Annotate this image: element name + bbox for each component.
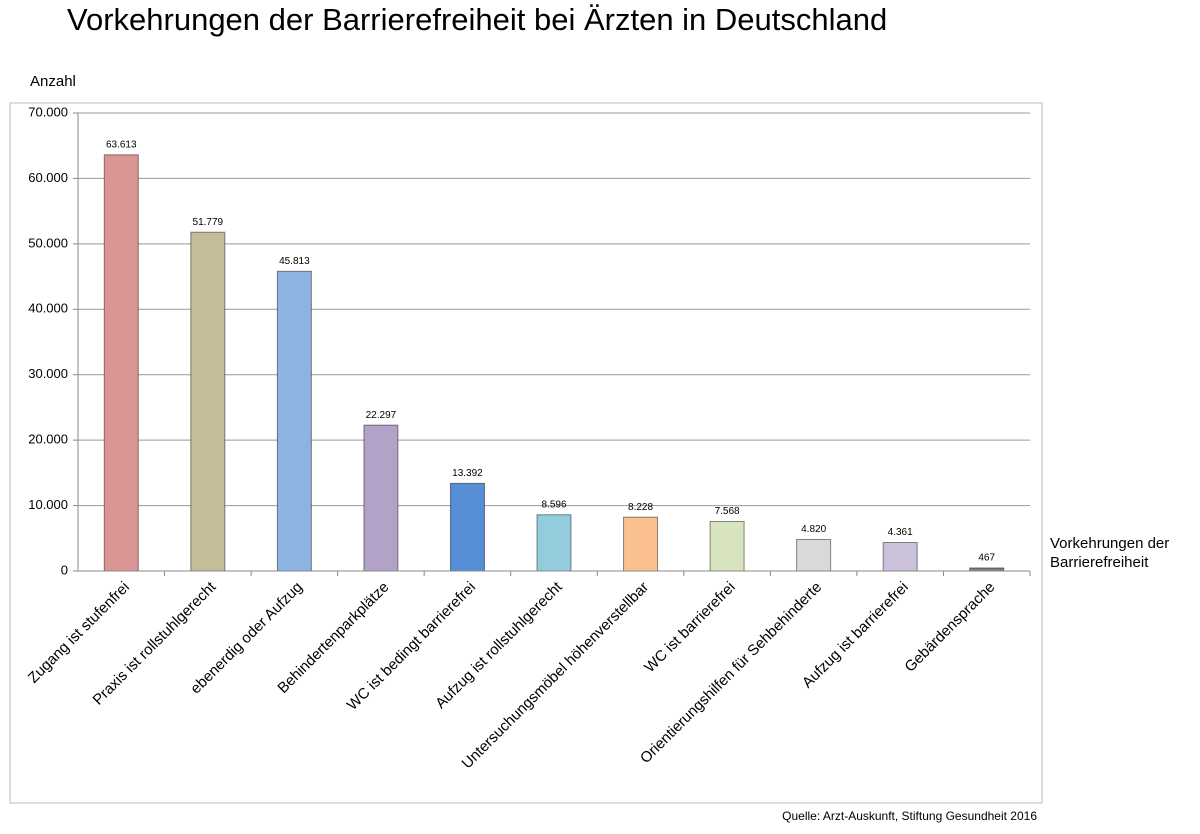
bar [536, 514, 572, 572]
y-tick-label: 50.000 [28, 235, 68, 250]
y-tick-label: 20.000 [28, 432, 68, 447]
x-tick-label: Gebärdensprache [901, 579, 998, 676]
x-tick-label: Orientierungshilfen für Sehbehinderte [637, 579, 825, 767]
y-tick-label: 40.000 [28, 301, 68, 316]
bar [103, 154, 139, 572]
value-label: 45.813 [279, 256, 310, 267]
value-label: 13.392 [452, 468, 483, 479]
value-label: 7.568 [715, 506, 740, 517]
y-tick-label: 10.000 [28, 497, 68, 512]
chart-frame [9, 102, 1043, 804]
value-label: 51.779 [193, 217, 224, 228]
x-tick-label: Untersuchungsmöbel höhenverstellbar [459, 579, 653, 773]
bar [449, 482, 485, 572]
chart-title: Vorkehrungen der Barrierefreiheit bei Är… [67, 2, 887, 37]
bar [190, 231, 226, 572]
bar [796, 538, 832, 572]
bar [276, 270, 312, 572]
bar [709, 520, 745, 572]
value-label: 4.361 [888, 527, 913, 538]
value-label: 8.228 [628, 502, 653, 513]
y-tick-label: 0 [61, 562, 68, 577]
x-tick-label: WC ist barrierefrei [641, 579, 738, 676]
value-label: 22.297 [366, 410, 397, 421]
value-label: 8.596 [541, 499, 566, 510]
bar [623, 516, 659, 572]
source-note: Quelle: Arzt-Auskunft, Stiftung Gesundhe… [782, 809, 1037, 823]
x-axis-label: Vorkehrungen der Barrierefreiheit [1050, 535, 1170, 571]
y-axis-label: Anzahl [30, 73, 76, 90]
y-tick-label: 70.000 [28, 104, 68, 119]
y-tick-label: 60.000 [28, 170, 68, 185]
bar [363, 424, 399, 572]
y-tick-label: 30.000 [28, 366, 68, 381]
value-label: 467 [978, 553, 995, 564]
bar [882, 541, 918, 572]
value-label: 4.820 [801, 524, 826, 535]
value-label: 63.613 [106, 139, 137, 150]
